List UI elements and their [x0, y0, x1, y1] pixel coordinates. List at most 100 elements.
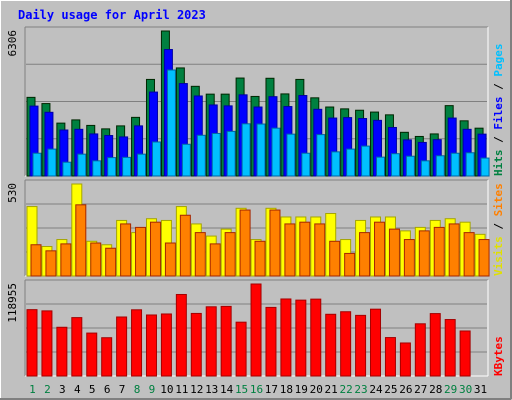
bar-sites-day-30: [463, 232, 475, 277]
bar-kbytes-day-5: [86, 332, 98, 377]
bar-kbytes-day-26: [399, 342, 411, 377]
bar-sites-day-6: [105, 247, 117, 277]
bar-pages-day-26: [405, 155, 415, 177]
bar-pages-day-5: [92, 160, 102, 177]
bar-kbytes-day-15: [235, 321, 247, 377]
bar-kbytes-day-19: [295, 299, 307, 377]
panel-max-label: 6306: [6, 30, 19, 57]
bar-pages-day-6: [107, 157, 117, 177]
bar-pages-day-18: [286, 133, 296, 177]
bar-pages-day-16: [256, 123, 266, 177]
day-label-24: 24: [369, 383, 383, 396]
bar-kbytes-day-17: [265, 306, 277, 377]
bar-sites-day-9: [149, 221, 161, 277]
bar-kbytes-day-7: [116, 316, 128, 377]
day-label-20: 20: [310, 383, 323, 396]
bar-pages-day-29: [450, 152, 460, 177]
panel-series-labels: Visits / Sites: [492, 183, 505, 276]
bar-kbytes-day-2: [41, 310, 53, 377]
day-label-30: 30: [459, 383, 472, 396]
bar-pages-day-25: [390, 153, 400, 177]
day-label-26: 26: [399, 383, 412, 396]
bar-sites-day-15: [239, 209, 251, 277]
bar-sites-day-29: [448, 223, 460, 277]
day-label-31: 31: [474, 383, 487, 396]
bar-pages-day-21: [331, 151, 341, 177]
bar-pages-day-22: [346, 148, 356, 177]
bar-kbytes-day-23: [355, 314, 367, 377]
bar-kbytes-day-9: [145, 314, 157, 377]
bar-pages-day-19: [301, 152, 311, 177]
series-label: KBytes: [492, 336, 505, 376]
bar-sites-day-12: [194, 232, 206, 277]
bar-sites-day-13: [209, 243, 221, 277]
day-label-14: 14: [220, 383, 234, 396]
bar-kbytes-day-22: [340, 311, 352, 377]
bar-sites-day-23: [359, 232, 371, 277]
series-label: /: [492, 216, 505, 236]
day-label-11: 11: [175, 383, 188, 396]
bar-kbytes-day-28: [429, 313, 441, 377]
bar-kbytes-day-20: [310, 298, 322, 377]
bar-sites-day-20: [314, 223, 326, 277]
day-label-3: 3: [59, 383, 66, 396]
day-label-28: 28: [429, 383, 442, 396]
bar-sites-day-25: [388, 228, 400, 277]
day-label-6: 6: [104, 383, 111, 396]
bar-pages-day-30: [465, 152, 475, 177]
bar-sites-day-19: [299, 221, 311, 277]
day-label-17: 17: [265, 383, 278, 396]
series-label: Sites: [492, 183, 505, 216]
bar-sites-day-22: [344, 252, 356, 277]
day-label-16: 16: [250, 383, 263, 396]
bar-kbytes-day-1: [26, 309, 38, 377]
bar-pages-day-17: [271, 127, 281, 177]
bar-sites-day-4: [75, 204, 87, 277]
bar-sites-day-5: [90, 242, 102, 277]
day-label-29: 29: [444, 383, 457, 396]
bar-sites-day-2: [45, 250, 57, 277]
bar-sites-day-28: [433, 226, 445, 277]
bar-kbytes-day-24: [370, 308, 382, 377]
bar-kbytes-day-4: [71, 317, 83, 377]
bar-sites-day-27: [418, 230, 430, 277]
day-label-8: 8: [134, 383, 141, 396]
bar-kbytes-day-6: [101, 337, 113, 377]
day-label-12: 12: [190, 383, 203, 396]
bar-kbytes-day-30: [459, 330, 471, 377]
bar-sites-day-11: [179, 214, 191, 277]
bar-sites-day-21: [329, 240, 341, 277]
bar-kbytes-day-14: [220, 305, 232, 377]
bar-pages-day-12: [196, 134, 206, 177]
day-label-10: 10: [160, 383, 173, 396]
day-label-7: 7: [119, 383, 126, 396]
bar-sites-day-14: [224, 232, 236, 277]
day-label-25: 25: [384, 383, 397, 396]
bar-pages-day-23: [361, 145, 371, 177]
bar-pages-day-13: [211, 132, 221, 177]
bar-sites-day-3: [60, 243, 72, 277]
panel-series-labels: KBytes: [492, 336, 505, 376]
day-label-1: 1: [29, 383, 36, 396]
bar-pages-day-2: [47, 148, 57, 177]
bar-pages-day-28: [435, 155, 445, 177]
series-label: Files: [492, 97, 505, 130]
day-label-5: 5: [89, 383, 96, 396]
panel-traffic: 6306 Hits / Files / Pages: [6, 26, 505, 177]
bar-pages-day-14: [226, 130, 236, 177]
bar-kbytes-day-27: [414, 323, 426, 377]
bar-kbytes-day-12: [190, 312, 202, 377]
bar-kbytes-day-8: [131, 309, 143, 377]
panel-max-label: 118955: [6, 283, 19, 323]
bar-kbytes-day-11: [175, 293, 187, 377]
bar-pages-day-24: [376, 156, 386, 177]
bar-kbytes-day-29: [444, 319, 456, 377]
day-label-9: 9: [149, 383, 156, 396]
bar-kbytes-day-13: [205, 306, 217, 377]
chart-title: Daily usage for April 2023: [18, 8, 206, 22]
day-label-27: 27: [414, 383, 427, 396]
panel-visits: 530 Visits / Sites: [6, 179, 505, 277]
bar-sites-day-10: [164, 242, 176, 277]
day-label-13: 13: [205, 383, 218, 396]
